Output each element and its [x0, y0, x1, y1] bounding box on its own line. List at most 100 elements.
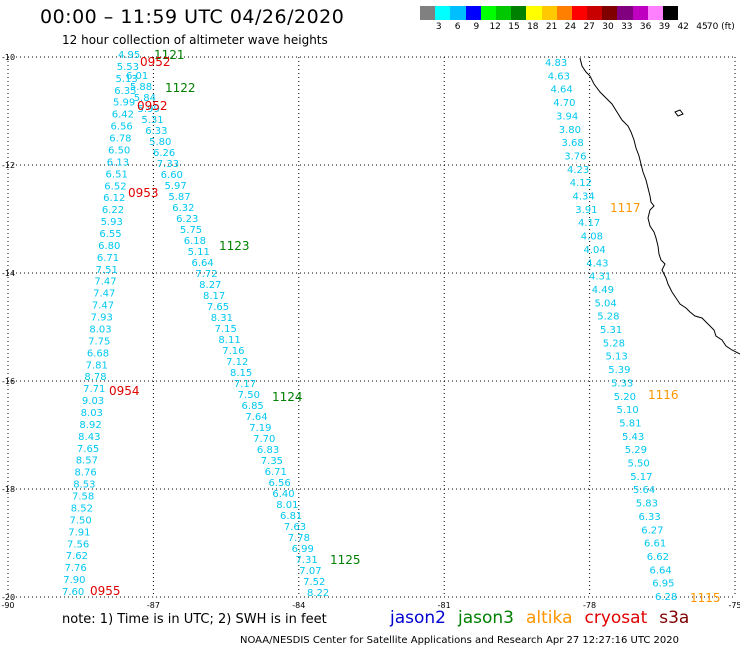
lon-tick-label: -75: [728, 601, 740, 610]
legend-item-altika: altika: [526, 608, 573, 628]
track-c-wave-height: 5.43: [622, 432, 644, 443]
colorbar-swatch: [420, 6, 436, 20]
track-b-wave-height: 7.72: [195, 269, 217, 280]
track-b-wave-height: 6.23: [176, 214, 198, 225]
track-b-wave-height: 7.63: [284, 522, 306, 533]
track-a-wave-height: 6.42: [112, 110, 134, 121]
track-c-wave-height: 4.83: [545, 58, 567, 69]
axis-tick-labels: -10 -12 -14 -16 -18 -20-90 -87 -84 -81 -78 -75: [1, 53, 740, 610]
track-c-wave-height: 4.23: [567, 165, 589, 176]
colorbar-tick: 15: [508, 22, 520, 32]
colorbar-swatch: [571, 6, 588, 20]
track-a-wave-height: 7.90: [63, 575, 85, 586]
colorbar-tick-labels: 3 6 9 12 15 18 21 24 27 30 33 36 39 42 45 70 (ft): [420, 22, 740, 34]
track-a-wave-height: 8.57: [76, 456, 98, 467]
track-c-wave-height: 5.31: [600, 325, 622, 336]
lat-tick-label: -20: [2, 593, 15, 602]
colorbar-swatch: [450, 6, 466, 20]
track-b-wave-height: 7.64: [245, 412, 267, 423]
track-b-wave-height: 7.19: [249, 423, 271, 434]
lat-tick-label: -10: [2, 53, 15, 62]
track-c-wave-height: 5.28: [597, 312, 619, 323]
colorbar-swatch: [480, 6, 496, 20]
lon-tick-label: -78: [583, 601, 596, 610]
track-b-wave-height: 5.88: [130, 82, 152, 93]
colorbar-swatch: [556, 6, 572, 20]
track-c-wave-height: 6.64: [650, 565, 672, 576]
track-a-wave-height: 7.81: [86, 360, 108, 371]
track-b-wave-height: 7.31: [295, 555, 317, 566]
track-c-wave-height: 5.13: [606, 352, 628, 363]
track-a-wave-height: 5.53: [117, 62, 139, 73]
lon-tick-label: -87: [147, 601, 160, 610]
track-c-wave-height: 6.61: [644, 539, 666, 550]
track-c-wave-height: 4.12: [570, 178, 592, 189]
track-c-wave-height: 4.64: [551, 85, 573, 96]
track-b-wave-height: 5.84: [134, 93, 156, 104]
track-a-wave-height: 7.50: [69, 515, 91, 526]
track-a-wave-height: 5.93: [101, 217, 123, 228]
track-a-wave-height: 7.75: [88, 336, 110, 347]
track-b-wave-height: 8.15: [230, 368, 252, 379]
colorbar-tick: 39: [658, 22, 671, 32]
track-c-wave-height: 5.29: [625, 445, 647, 456]
legend-item-s3a: s3a: [659, 608, 690, 628]
track-a-wave-height: 6.22: [102, 205, 124, 216]
track-c-wave-height: 3.80: [559, 125, 581, 136]
track-c-wave-height: 5.81: [619, 418, 641, 429]
track-c-wave-height: 5.64: [633, 485, 655, 496]
track-c-wave-height: 5.10: [617, 405, 639, 416]
footer-note: note: 1) Time is in UTC; 2) SWH is in fe…: [62, 612, 327, 627]
colorbar-tick: 18: [527, 22, 539, 32]
track-b-wave-height: 6.26: [153, 148, 175, 159]
legend-item-cryosat: cryosat: [584, 608, 648, 628]
track-b-wave-height: 5.75: [180, 225, 202, 236]
track-b-wave-height: 7.07: [299, 566, 321, 577]
track-c-wave-height: 4.34: [573, 192, 595, 203]
track-b-wave-height: 6.71: [265, 467, 287, 478]
colorbar-swatch: [495, 6, 512, 20]
pass-time-label: 1124: [272, 390, 303, 404]
pass-time-label: 1116: [648, 388, 679, 402]
track-b-wave-height: 7.78: [288, 533, 310, 544]
track-b-wave-height: 7.15: [215, 324, 237, 335]
track-c-wave-height: 5.50: [628, 459, 650, 470]
colorbar-swatch: [541, 6, 557, 20]
track-b-wave-height: 8.22: [307, 588, 329, 599]
colorbar-swatch: [663, 6, 679, 20]
track-b-wave-height: 6.64: [191, 258, 213, 269]
colorbar-swatch: [617, 6, 633, 20]
track-a-wave-height: 6.78: [109, 134, 131, 145]
track-a-wave-height: 6.80: [98, 241, 120, 252]
track-b-wave-height: 5.87: [168, 192, 190, 203]
track-c-wave-height: 5.39: [608, 365, 630, 376]
colorbar-tick: 33: [621, 22, 633, 32]
track-a-wave-height: 7.62: [66, 551, 88, 562]
colorbar-swatch: [587, 6, 603, 20]
track-b-wave-height: 8.31: [211, 313, 233, 324]
colorbar-tick: 30: [602, 22, 614, 32]
track-a-wave-height: 7.91: [68, 527, 90, 538]
track-c-wave-height: 5.17: [630, 472, 652, 483]
track-c-wave-height: 6.62: [647, 552, 669, 563]
track-a-wave-height: 6.56: [111, 122, 133, 133]
track-a-wave-height: 7.93: [91, 313, 113, 324]
map-subtitle: 12 hour collection of altimeter wave hei…: [62, 33, 328, 47]
track-c-wave-height: 6.33: [639, 512, 661, 523]
track-b-wave-height: 6.33: [145, 126, 167, 137]
pass-time-label: 0952: [140, 55, 171, 69]
legend-item-jason2: jason2: [390, 608, 446, 628]
track-a-wave-height: 9.03: [82, 396, 104, 407]
track-a-wave-height: 6.52: [104, 181, 126, 192]
track-b-wave-height: 6.99: [292, 544, 314, 555]
satellite-legend: jason2 jason3 altika cryosat s3a: [390, 608, 701, 628]
track-b-wave-height: 7.52: [303, 577, 325, 588]
track-c-wave-height: 6.27: [641, 525, 663, 536]
colorbar-tick: 70 (ft): [706, 22, 735, 32]
track-c-wave-height: 3.68: [562, 138, 584, 149]
colorbar-tick: 21: [545, 22, 558, 32]
track-a-wave-height: 4.95: [118, 50, 140, 61]
island-outline: [674, 109, 684, 117]
track-b-wave-height: 8.11: [218, 335, 240, 346]
track-a-wave-height: 7.47: [92, 301, 114, 312]
